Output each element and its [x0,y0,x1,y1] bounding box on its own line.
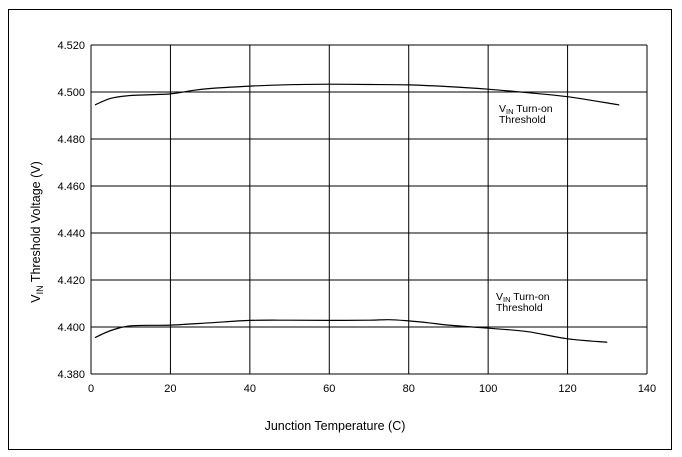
y-axis-label-sub: IN [35,285,45,294]
y-axis-label-main: V [29,294,43,303]
x-tick-label: 100 [479,383,497,395]
y-tick-label: 4.520 [57,40,85,52]
y-tick-labels: 4.380 4.400 4.420 4.440 4.460 4.480 4.500 4.520 [57,40,85,381]
y-tick-label: 4.500 [57,87,85,99]
series-label-1: VIN Turn-on [499,103,553,116]
y-tick-label: 4.380 [57,369,85,381]
series-label-sub: IN [506,107,514,116]
x-tick-labels: 0 20 40 60 80 100 120 140 [88,383,656,395]
series-label-2: VIN Turn-on [496,291,550,304]
chart-frame [8,9,672,450]
series-label-main: V [496,291,503,303]
y-axis-label-rest: Threshold Voltage (V) [29,161,43,285]
x-tick-label: 120 [558,383,576,395]
y-tick-label: 4.460 [57,181,85,193]
y-tick-label: 4.400 [57,322,85,334]
series-line-1 [94,83,620,106]
series-label-rest: Turn-on [511,291,550,303]
x-tick-label: 80 [403,383,415,395]
y-tick-label: 4.420 [57,275,85,287]
x-tick-label: 0 [88,383,94,395]
x-tick-label: 60 [323,383,335,395]
y-axis-label: VIN Threshold Voltage (V) [29,161,45,303]
series-label-line2: Threshold [499,114,546,126]
x-tick-label: 40 [244,383,256,395]
y-tick-label: 4.440 [57,228,85,240]
series-lines [94,83,620,343]
x-tick-label: 140 [638,383,656,395]
series-label-sub: IN [503,295,511,304]
series-line-2 [94,319,608,343]
x-axis-label: Junction Temperature (C) [265,419,406,433]
series-label-main: V [499,103,506,115]
x-tick-label: 20 [164,383,176,395]
series-label-rest: Turn-on [514,103,553,115]
grid [90,44,648,375]
y-tick-label: 4.480 [57,134,85,146]
series-label-line2: Threshold [496,302,543,314]
